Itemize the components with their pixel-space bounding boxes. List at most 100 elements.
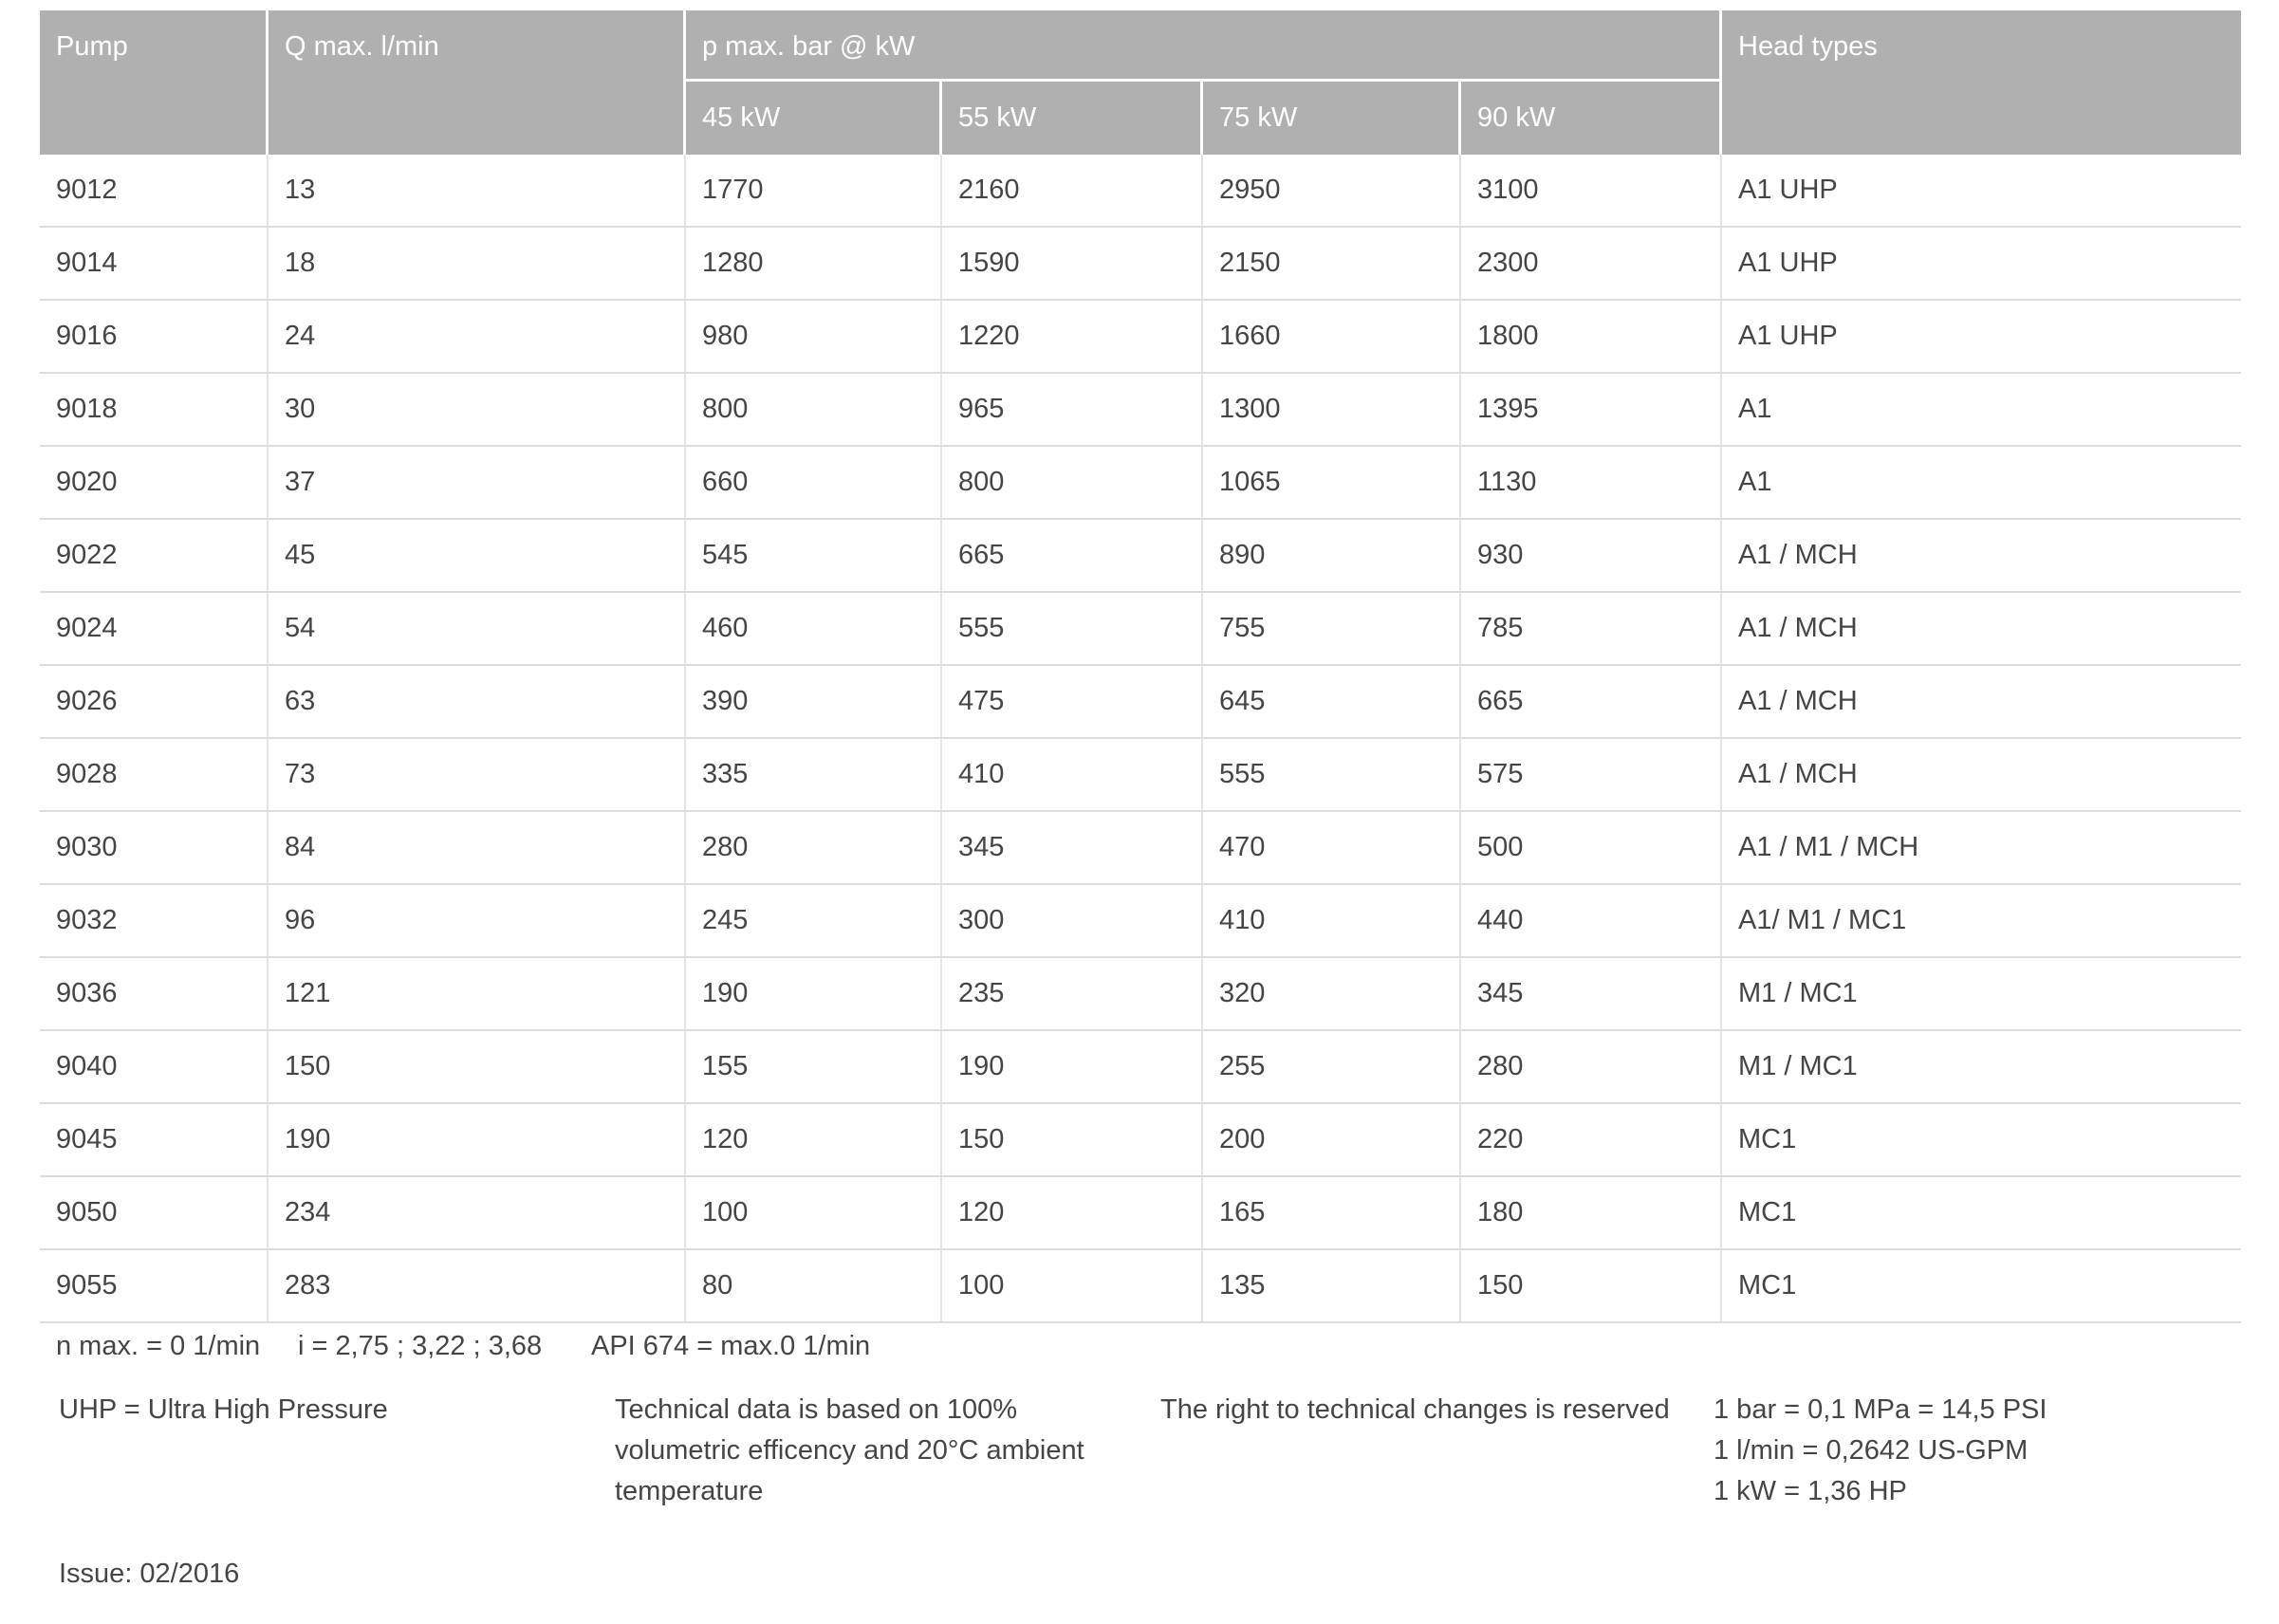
- cell-qmax: 63: [269, 666, 686, 737]
- table-row: 9020 37 660 800 1065 1130 A1: [40, 447, 2241, 520]
- cell-pump: 9018: [40, 374, 269, 445]
- cell-45kw: 100: [686, 1177, 942, 1248]
- cell-75kw: 755: [1203, 593, 1461, 664]
- cell-pump: 9014: [40, 228, 269, 299]
- cell-qmax: 73: [269, 739, 686, 810]
- column-header-head-types: Head types: [1722, 10, 2241, 155]
- table-row: 9014 18 1280 1590 2150 2300 A1 UHP: [40, 228, 2241, 301]
- cell-45kw: 800: [686, 374, 942, 445]
- cell-55kw: 965: [942, 374, 1203, 445]
- cell-45kw: 120: [686, 1104, 942, 1175]
- cell-75kw: 2150: [1203, 228, 1461, 299]
- cell-45kw: 980: [686, 301, 942, 372]
- cell-head-types: A1: [1738, 467, 1772, 497]
- cell-pump: 9036: [40, 958, 269, 1029]
- table-row: 9016 24 980 1220 1660 1800 A1 UHP: [40, 301, 2241, 374]
- cell-55kw: 100: [942, 1250, 1203, 1321]
- cell-75kw: 1660: [1203, 301, 1461, 372]
- cell-75kw: 320: [1203, 958, 1461, 1029]
- cell-90kw: 280: [1461, 1031, 1722, 1102]
- cell-90kw: 930: [1461, 520, 1722, 591]
- cell-45kw: 245: [686, 885, 942, 956]
- cell-75kw: 555: [1203, 739, 1461, 810]
- table-row: 9022 45 545 665 890 930 A1 / MCH: [40, 520, 2241, 593]
- cell-45kw: 280: [686, 812, 942, 883]
- table-row: 9036 121 190 235 320 345 M1 / MC1: [40, 958, 2241, 1031]
- footnote-n-max: n max. = 0 1/min: [56, 1331, 261, 1361]
- table-header: Pump Q max. l/min p max. bar @ kW 45 kW …: [40, 10, 2241, 155]
- cell-45kw: 390: [686, 666, 942, 737]
- cell-75kw: 410: [1203, 885, 1461, 956]
- cell-pump: 9032: [40, 885, 269, 956]
- cell-55kw: 235: [942, 958, 1203, 1029]
- table-row: 9030 84 280 345 470 500 A1 / M1 / MCH: [40, 812, 2241, 885]
- cell-45kw: 80: [686, 1250, 942, 1321]
- cell-head-types: A1 / MCH: [1738, 686, 1858, 716]
- cell-head-types: A1/ M1 / MC1: [1738, 905, 1907, 935]
- cell-55kw: 190: [942, 1031, 1203, 1102]
- cell-qmax: 54: [269, 593, 686, 664]
- cell-qmax: 96: [269, 885, 686, 956]
- table-row: 9018 30 800 965 1300 1395 A1: [40, 374, 2241, 447]
- cell-head-types: MC1: [1738, 1197, 1797, 1227]
- cell-45kw: 190: [686, 958, 942, 1029]
- cell-head-types: MC1: [1738, 1124, 1797, 1154]
- cell-head-types: A1 UHP: [1738, 321, 1838, 351]
- cell-55kw: 345: [942, 812, 1203, 883]
- footnote-api-674: API 674 = max.0 1/min: [591, 1331, 871, 1361]
- cell-head-types: A1 / M1 / MCH: [1738, 832, 1919, 862]
- cell-90kw: 150: [1461, 1250, 1722, 1321]
- cell-75kw: 165: [1203, 1177, 1461, 1248]
- cell-55kw: 300: [942, 885, 1203, 956]
- cell-45kw: 460: [686, 593, 942, 664]
- cell-75kw: 890: [1203, 520, 1461, 591]
- cell-55kw: 800: [942, 447, 1203, 518]
- column-header-qmax: Q max. l/min: [269, 10, 686, 155]
- cell-45kw: 335: [686, 739, 942, 810]
- cell-55kw: 410: [942, 739, 1203, 810]
- cell-pump: 9040: [40, 1031, 269, 1102]
- cell-head-types: M1 / MC1: [1738, 1051, 1858, 1081]
- issue-label: Issue: 02/2016: [59, 1559, 240, 1589]
- cell-head-types: MC1: [1738, 1270, 1797, 1301]
- cell-90kw: 500: [1461, 812, 1722, 883]
- unit-conversions: 1 bar = 0,1 MPa = 14,5 PSI 1 l/min = 0,2…: [1714, 1394, 2047, 1506]
- cell-qmax: 121: [269, 958, 686, 1029]
- cell-75kw: 135: [1203, 1250, 1461, 1321]
- cell-pump: 9012: [40, 155, 269, 226]
- table-row: 9024 54 460 555 755 785 A1 / MCH: [40, 593, 2241, 666]
- note-technical-basis: Technical data is based on 100% volumetr…: [615, 1394, 1084, 1506]
- cell-45kw: 660: [686, 447, 942, 518]
- cell-90kw: 785: [1461, 593, 1722, 664]
- cell-qmax: 45: [269, 520, 686, 591]
- cell-qmax: 37: [269, 447, 686, 518]
- cell-90kw: 1800: [1461, 301, 1722, 372]
- cell-55kw: 1220: [942, 301, 1203, 372]
- cell-75kw: 1065: [1203, 447, 1461, 518]
- cell-head-types: A1 / MCH: [1738, 613, 1858, 643]
- cell-75kw: 255: [1203, 1031, 1461, 1102]
- table-row: 9050 234 100 120 165 180 MC1: [40, 1177, 2241, 1250]
- cell-pump: 9045: [40, 1104, 269, 1175]
- cell-45kw: 1770: [686, 155, 942, 226]
- column-header-pump: Pump: [40, 10, 269, 155]
- legend-uhp: UHP = Ultra High Pressure: [59, 1394, 388, 1425]
- table-row: 9055 283 80 100 135 150 MC1: [40, 1250, 2241, 1323]
- column-header-45kw: 45 kW: [686, 82, 942, 155]
- cell-90kw: 440: [1461, 885, 1722, 956]
- cell-45kw: 545: [686, 520, 942, 591]
- cell-head-types: A1 / MCH: [1738, 759, 1858, 789]
- table-row: 9045 190 120 150 200 220 MC1: [40, 1104, 2241, 1177]
- cell-55kw: 120: [942, 1177, 1203, 1248]
- cell-90kw: 575: [1461, 739, 1722, 810]
- cell-75kw: 200: [1203, 1104, 1461, 1175]
- cell-90kw: 345: [1461, 958, 1722, 1029]
- cell-55kw: 475: [942, 666, 1203, 737]
- cell-90kw: 2300: [1461, 228, 1722, 299]
- table-row: 9028 73 335 410 555 575 A1 / MCH: [40, 739, 2241, 812]
- column-header-75kw: 75 kW: [1203, 82, 1461, 155]
- cell-qmax: 13: [269, 155, 686, 226]
- table-row: 9012 13 1770 2160 2950 3100 A1 UHP: [40, 155, 2241, 228]
- cell-75kw: 645: [1203, 666, 1461, 737]
